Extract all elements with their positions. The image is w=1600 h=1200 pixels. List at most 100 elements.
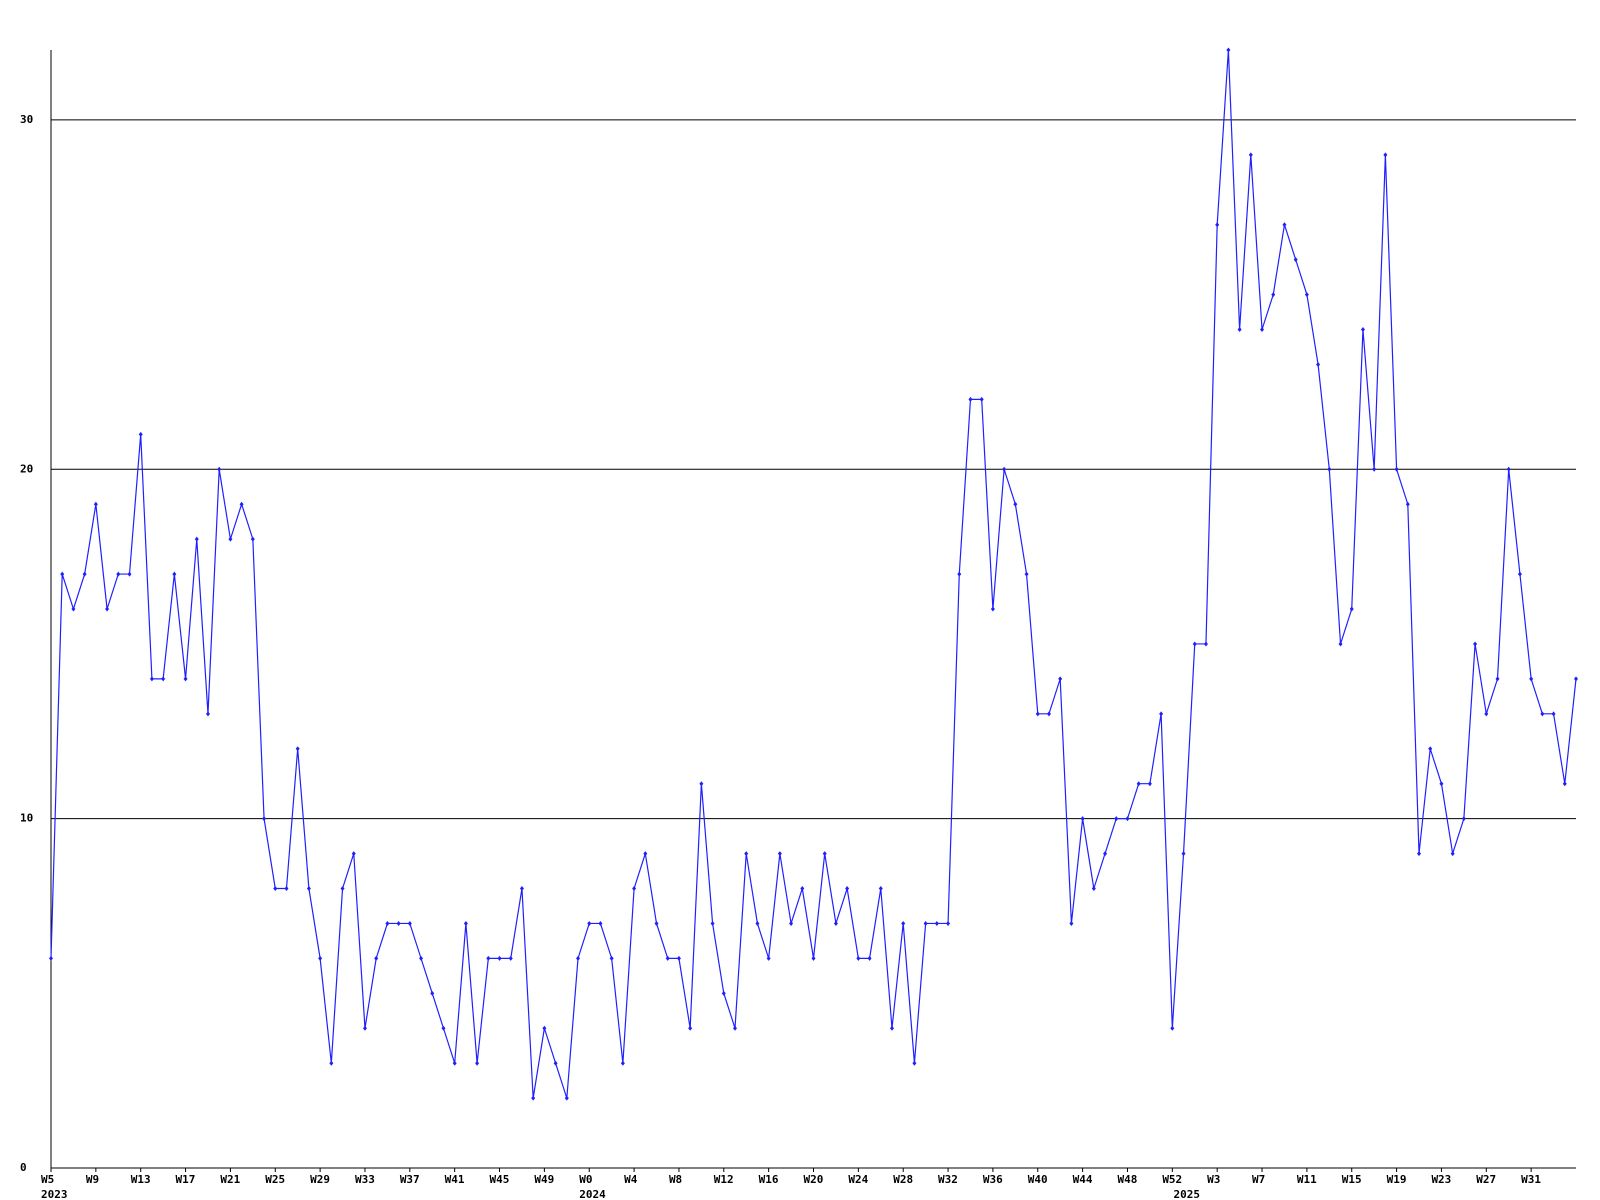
x-tick-label: W45: [490, 1173, 510, 1186]
point-marker: [452, 1060, 457, 1066]
point-marker: [912, 1060, 917, 1066]
point-marker: [1327, 466, 1332, 472]
point-marker: [419, 955, 424, 961]
year-label: 2024: [579, 1188, 606, 1200]
point-marker: [374, 955, 379, 961]
point-marker: [1282, 222, 1287, 228]
point-marker: [1372, 466, 1377, 472]
point-marker: [228, 536, 233, 542]
point-marker: [172, 571, 177, 577]
point-marker: [161, 676, 166, 682]
point-marker: [508, 955, 513, 961]
point-marker: [49, 955, 53, 961]
point-marker: [1248, 152, 1253, 158]
x-tick-label: W49: [534, 1173, 554, 1186]
y-tick-label: 10: [20, 812, 33, 825]
point-marker: [138, 431, 143, 437]
point-marker: [1461, 816, 1466, 822]
point-marker: [542, 1025, 547, 1031]
point-marker: [1226, 47, 1231, 53]
point-marker: [833, 920, 838, 926]
x-tick-label: W27: [1476, 1173, 1496, 1186]
point-marker: [1125, 816, 1130, 822]
point-marker: [205, 711, 210, 717]
point-marker: [643, 851, 648, 857]
y-tick-label: 30: [20, 113, 33, 126]
point-marker: [351, 851, 356, 857]
point-marker: [1181, 851, 1186, 857]
point-marker: [721, 990, 726, 996]
year-label: 2023: [41, 1188, 68, 1200]
point-marker: [1080, 816, 1085, 822]
x-tick-label: W20: [804, 1173, 824, 1186]
point-marker: [1024, 571, 1029, 577]
x-tick-label: W7: [1252, 1173, 1265, 1186]
x-tick-label: W40: [1028, 1173, 1048, 1186]
point-marker: [632, 886, 637, 891]
x-tick-label: W29: [310, 1173, 330, 1186]
point-marker: [1271, 292, 1276, 298]
x-tick-label: W41: [445, 1173, 465, 1186]
x-tick-label: W4: [624, 1173, 638, 1186]
point-marker: [1405, 501, 1410, 507]
point-marker: [430, 990, 435, 996]
point-marker: [1417, 851, 1422, 857]
point-marker: [946, 920, 951, 926]
point-marker: [576, 955, 581, 961]
point-marker: [1529, 676, 1534, 682]
x-tick-label: W13: [131, 1173, 151, 1186]
point-marker: [889, 1025, 894, 1031]
x-tick-label: W15: [1342, 1173, 1362, 1186]
point-marker: [396, 920, 401, 926]
x-tick-label: W52: [1162, 1173, 1182, 1186]
point-marker: [1551, 711, 1556, 717]
point-marker: [239, 501, 244, 507]
point-marker: [250, 536, 255, 542]
point-marker: [463, 920, 468, 926]
point-marker: [979, 396, 984, 402]
point-marker: [1114, 816, 1119, 822]
point-marker: [497, 955, 502, 961]
point-marker: [295, 746, 300, 752]
point-marker: [1360, 327, 1365, 332]
point-marker: [1159, 711, 1164, 717]
point-marker: [934, 920, 939, 926]
x-tick-label: W33: [355, 1173, 375, 1186]
point-marker: [822, 851, 827, 857]
x-tick-label: W9: [86, 1173, 99, 1186]
point-marker: [856, 955, 861, 961]
point-marker: [1394, 466, 1399, 472]
point-marker: [1002, 466, 1007, 472]
point-marker: [149, 676, 154, 682]
point-marker: [609, 955, 614, 961]
point-marker: [1517, 571, 1522, 577]
point-marker: [1215, 222, 1220, 228]
point-marker: [1540, 711, 1545, 717]
point-marker: [1304, 292, 1309, 298]
point-marker: [441, 1025, 446, 1031]
point-marker: [262, 816, 267, 822]
x-tick-label: W12: [714, 1173, 734, 1186]
y-tick-label: 0: [20, 1161, 27, 1174]
point-marker: [957, 571, 962, 577]
x-tick-label: W37: [400, 1173, 420, 1186]
point-marker: [699, 781, 704, 787]
point-marker: [766, 955, 771, 961]
point-marker: [1136, 781, 1141, 787]
point-marker: [71, 606, 76, 612]
point-marker: [587, 920, 592, 926]
point-marker: [553, 1060, 558, 1066]
point-marker: [1203, 641, 1208, 647]
x-tick-label: W24: [848, 1173, 868, 1186]
point-marker: [923, 920, 928, 926]
x-tick-label: W17: [176, 1173, 196, 1186]
x-tick-label: W48: [1117, 1173, 1137, 1186]
point-marker: [867, 955, 872, 961]
point-marker: [777, 851, 782, 857]
point-marker: [665, 955, 670, 961]
point-marker: [93, 501, 98, 507]
point-marker: [1428, 746, 1433, 752]
point-marker: [1316, 361, 1321, 367]
